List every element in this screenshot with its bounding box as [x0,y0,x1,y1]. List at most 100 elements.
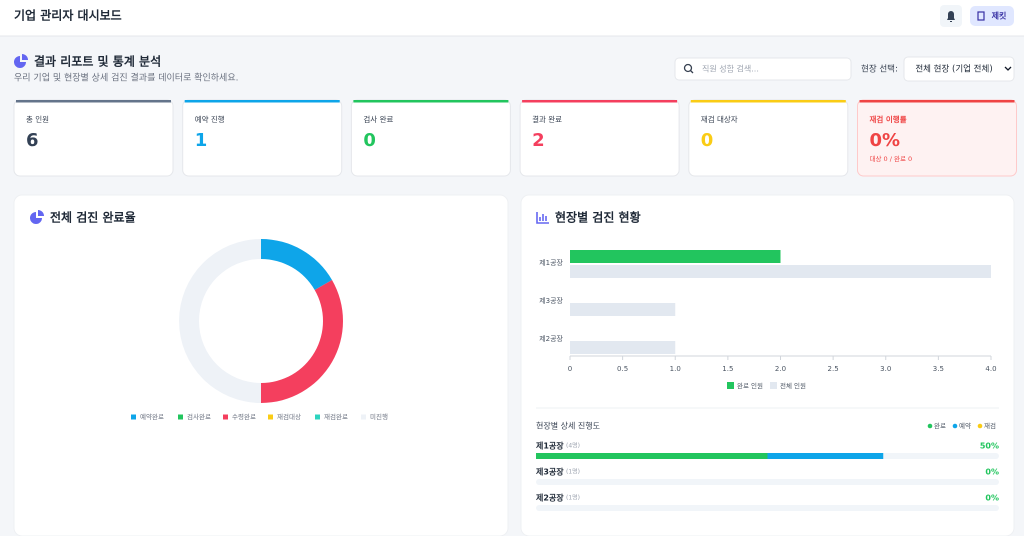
stat-label: 예약 진행 [195,114,225,124]
legend-label: 재검완료 [324,413,348,421]
stat-label: 재검 대상자 [701,114,738,124]
donut-title: 전체 검진 완료율 [50,210,136,225]
legend-label: 미진행 [370,412,388,421]
legend-swatch [727,382,734,389]
legend-label: 검사완료 [187,412,211,421]
x-tick-label: 4.0 [985,365,996,373]
legend-label: 재검 [984,422,996,430]
x-tick-label: 2.0 [775,365,786,373]
search-icon [683,63,693,73]
stat-value: 0 [701,130,714,151]
stat-value: 0% [870,130,901,151]
search-icon-handle [690,70,694,74]
y-tick-label: 제2공장 [539,334,563,343]
site-total: (1명) [566,468,580,476]
progress-track [536,479,999,485]
donut-panel [13,194,509,536]
bell-icon [947,11,955,22]
bar-title: 현장별 검진 현황 [555,210,641,225]
stat-card-accent [16,100,171,103]
site-total: (1명) [566,494,580,502]
stat-cards: 총 인원 6 예약 진행 1 검사 완료 0 결과 완료 2 재검 대상자 0 재검 이행률 0% 대상… [13,99,1017,177]
x-tick-label: 1.5 [722,365,733,373]
site-total: (4명) [566,442,580,450]
user-button[interactable] [970,6,1014,26]
user-name: 제킷 [992,11,1007,21]
stat-value: 2 [532,130,545,151]
legend-dot [952,423,958,429]
bar [570,265,991,278]
stat-label: 결과 완료 [532,114,562,124]
legend-swatch [770,382,777,389]
stat-value: 1 [195,130,208,151]
legend-label: 전체 인원 [780,381,806,390]
progress-complete [536,453,768,459]
legend-swatch [223,414,228,420]
legend-label: 재검대상 [277,412,301,421]
legend-swatch [178,414,183,420]
stat-value: 6 [26,130,39,151]
legend-swatch [131,414,136,420]
site-rate: 0% [985,494,999,503]
site-select-value: 전체 현장 (기업 전체) [915,64,992,75]
donut-icon [30,210,44,224]
bar [570,341,676,354]
site-name: 제3공장 [536,467,564,477]
y-tick-label: 제1공장 [539,258,563,267]
legend-label: 예약 [959,421,971,430]
search-placeholder: 직원 성함 검색... [702,64,759,74]
legend-dot [927,423,933,429]
header-bar [0,0,1024,36]
donut-segment [261,280,343,403]
legend-label: 완료 인원 [737,381,763,390]
user-icon [977,11,985,21]
legend-label: 완료 [934,422,946,430]
select-chevron [1004,66,1012,71]
site-rate: 50% [980,442,999,451]
legend-dot [977,423,983,429]
stat-card-accent [522,100,678,103]
site-name: 제1공장 [536,441,564,451]
donut-segment [261,239,333,290]
site-rate: 0% [985,468,999,477]
stat-card-accent [859,100,1015,103]
bar [570,303,676,316]
legend-label: 수령완료 [232,413,256,421]
report-subtitle: 우리 기업 및 현장별 상세 검진 결과를 데이터로 확인하세요. [14,72,238,84]
stat-label: 검사 완료 [363,114,393,124]
stat-note: 대상 0 / 완료 0 [870,154,913,163]
legend-swatch [268,414,273,420]
stat-card-accent [353,100,509,103]
stat-label: 총 인원 [26,114,49,124]
stat-card-accent [690,100,846,103]
bar [570,250,781,263]
site-select[interactable] [903,56,1015,82]
progress-title: 현장별 상세 진행도 [536,421,600,431]
legend-label: 예약완료 [140,412,164,421]
report-title: 결과 리포트 및 통계 분석 [34,54,161,69]
x-tick-label: 3.0 [880,365,891,373]
search-box[interactable] [674,57,852,81]
stat-value: 0 [363,130,376,151]
progress-reserved [767,453,884,459]
bar-panel [520,194,1015,536]
site-filter-label: 현장 선택: [861,64,898,75]
donut-segment [179,239,261,403]
x-tick-label: 0 [568,365,572,373]
x-tick-label: 1.0 [670,365,681,373]
x-tick-label: 0.5 [617,365,628,373]
legend-swatch [361,414,366,420]
page-title: 기업 관리자 대시보드 [14,8,122,23]
y-tick-label: 제3공장 [539,296,563,305]
x-tick-label: 2.5 [828,365,839,373]
stat-label: 재검 이행률 [870,114,907,124]
progress-track [536,505,999,511]
legend-swatch [315,414,320,420]
site-name: 제2공장 [536,493,564,503]
stat-card-accent [184,100,340,103]
bar-icon [536,212,549,224]
x-tick-label: 3.5 [933,365,944,373]
report-icon [14,54,28,68]
